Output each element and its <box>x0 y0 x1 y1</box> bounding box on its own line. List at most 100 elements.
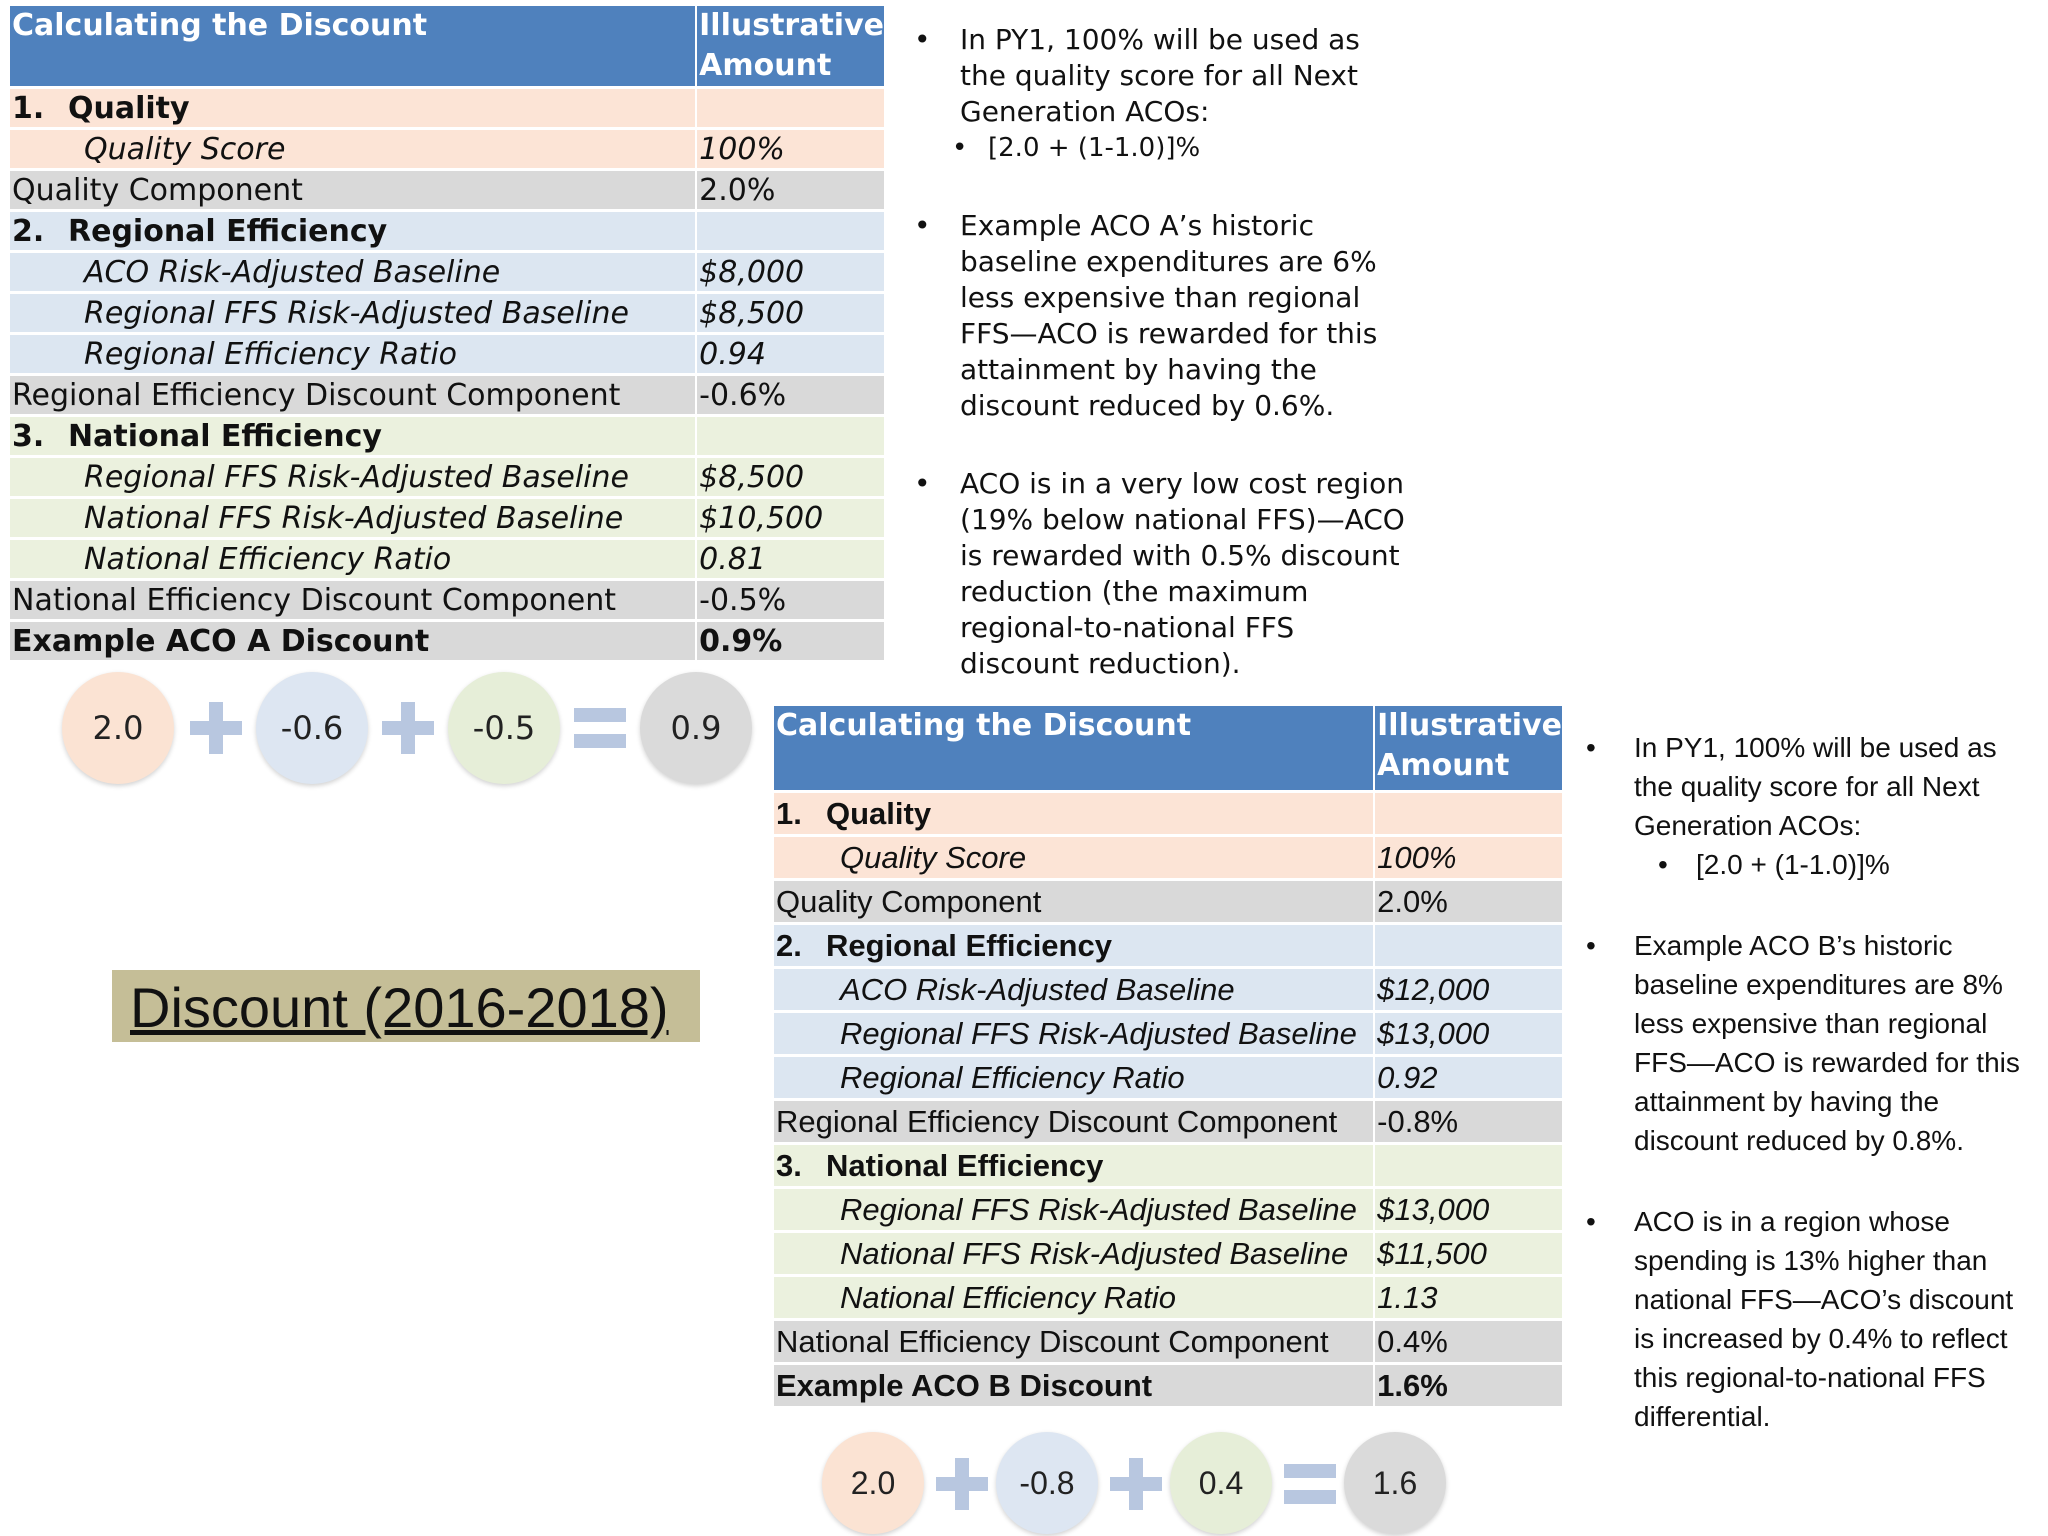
header-amount-line1: Illustrative <box>1377 708 1562 743</box>
row-label: Quality Score <box>10 128 697 171</box>
table-row: Regional FFS Risk-Adjusted Baseline $13,0… <box>774 1187 1562 1233</box>
row-label: National Efficiency Discount Component <box>10 579 697 622</box>
table-header-label: Calculating the Discount <box>10 6 697 89</box>
table-row: Regional Efficiency Ratio 0.92 <box>774 1055 1562 1101</box>
row-value <box>1373 1143 1562 1189</box>
discount-table-aco-a: Calculating the Discount Illustrative Amo… <box>10 6 884 663</box>
note-text: ACO is in a region whose spending is 13%… <box>1634 1206 2014 1432</box>
note-item: Example ACO A’s historic baseline expend… <box>912 208 1412 424</box>
section-label: Regional Efficiency <box>826 927 1112 963</box>
row-value: 100% <box>695 128 884 171</box>
table-row: Regional FFS Risk-Adjusted Baseline $8,50… <box>10 456 884 499</box>
row-label: Quality Score <box>774 835 1375 881</box>
row-label: Quality Component <box>10 169 697 212</box>
table-row: Quality Component 2.0% <box>774 879 1562 925</box>
table-row: Regional FFS Risk-Adjusted Baseline $13,0… <box>774 1011 1562 1057</box>
plus-icon <box>1110 1458 1162 1510</box>
table-row: National Efficiency Discount Component -0… <box>10 579 884 622</box>
row-label: National Efficiency Ratio <box>10 538 697 581</box>
table-header-amount: Illustrative Amount <box>695 6 884 89</box>
row-value <box>1373 923 1562 969</box>
row-label: National Efficiency Ratio <box>774 1275 1375 1321</box>
row-value <box>695 415 884 458</box>
row-value: $8,000 <box>695 251 884 294</box>
row-value: $8,500 <box>695 456 884 499</box>
header-amount-line1: Illustrative <box>699 8 884 43</box>
table-row: 3. National Efficiency <box>774 1143 1562 1189</box>
table-header-amount: Illustrative Amount <box>1373 706 1562 793</box>
total-discount-circle: 1.6 <box>1344 1432 1446 1534</box>
row-value: 100% <box>1373 835 1562 881</box>
row-label: Regional Efficiency Discount Component <box>10 374 697 417</box>
row-label: Regional FFS Risk-Adjusted Baseline <box>10 456 697 499</box>
row-label: Regional Efficiency Discount Component <box>774 1099 1375 1145</box>
row-value <box>695 87 884 130</box>
table-row: 1. Quality <box>774 791 1562 837</box>
row-label: Regional FFS Risk-Adjusted Baseline <box>774 1187 1375 1233</box>
row-value: 0.92 <box>1373 1055 1562 1101</box>
table-row: Quality Component 2.0% <box>10 169 884 212</box>
section-number: 1. <box>12 90 45 126</box>
row-value <box>695 210 884 253</box>
note-text: ACO is in a very low cost region (19% be… <box>960 467 1405 680</box>
note-text: Example ACO B’s historic baseline expend… <box>1634 930 2020 1156</box>
row-label: ACO Risk-Adjusted Baseline <box>774 967 1375 1013</box>
note-item: ACO is in a region whose spending is 13%… <box>1586 1202 2036 1436</box>
row-value: 2.0% <box>695 169 884 212</box>
table-row: ACO Risk-Adjusted Baseline $12,000 <box>774 967 1562 1013</box>
regional-component-circle: -0.8 <box>996 1432 1098 1534</box>
quality-component-circle: 2.0 <box>822 1432 924 1534</box>
note-text: In PY1, 100% will be used as the quality… <box>1634 732 1997 841</box>
row-value <box>1373 791 1562 837</box>
table-row: 2. Regional Efficiency <box>10 210 884 253</box>
table-row: Regional Efficiency Discount Component -0… <box>774 1099 1562 1145</box>
row-value: -0.5% <box>695 579 884 622</box>
note-text: In PY1, 100% will be used as the quality… <box>960 23 1360 128</box>
notes-aco-a: In PY1, 100% will be used as the quality… <box>912 22 1412 724</box>
section-label: Quality <box>826 795 932 831</box>
row-label: Example ACO B Discount <box>774 1363 1375 1409</box>
row-label: Quality Component <box>774 879 1375 925</box>
row-label: Regional Efficiency Ratio <box>774 1055 1375 1101</box>
equals-icon <box>574 708 626 748</box>
note-item: ACO is in a very low cost region (19% be… <box>912 466 1412 682</box>
discount-table-aco-b: Calculating the Discount Illustrative Amo… <box>774 706 1562 1409</box>
note-item: In PY1, 100% will be used as the quality… <box>912 22 1412 166</box>
row-label: Regional FFS Risk-Adjusted Baseline <box>10 292 697 335</box>
note-subitem: [2.0 + (1-1.0)]% <box>912 130 1412 166</box>
table-row: National FFS Risk-Adjusted Baseline $11,5… <box>774 1231 1562 1277</box>
row-label: Regional Efficiency Ratio <box>10 333 697 376</box>
table-row: National Efficiency Ratio 1.13 <box>774 1275 1562 1321</box>
total-discount-circle: 0.9 <box>640 672 752 784</box>
section-number: 2. <box>12 213 45 249</box>
row-value: 2.0% <box>1373 879 1562 925</box>
national-component-circle: -0.5 <box>448 672 560 784</box>
equals-icon <box>1284 1464 1336 1504</box>
row-value: 0.81 <box>695 538 884 581</box>
table-row: 3. National Efficiency <box>10 415 884 458</box>
row-value: $11,500 <box>1373 1231 1562 1277</box>
plus-icon <box>190 702 242 754</box>
note-subitem: [2.0 + (1-1.0)]% <box>1586 845 2036 884</box>
plus-icon <box>382 702 434 754</box>
title-background <box>112 970 700 1042</box>
note-item: In PY1, 100% will be used as the quality… <box>1586 728 2036 884</box>
row-value: 0.4% <box>1373 1319 1562 1365</box>
note-text: Example ACO A’s historic baseline expend… <box>960 209 1378 422</box>
plus-icon <box>936 1458 988 1510</box>
table-row: National Efficiency Ratio 0.81 <box>10 538 884 581</box>
header-amount-line2: Amount <box>1377 748 1510 783</box>
table-row: Quality Score 100% <box>10 128 884 171</box>
row-value: 1.13 <box>1373 1275 1562 1321</box>
table-row: Regional Efficiency Discount Component -0… <box>10 374 884 417</box>
row-label: Example ACO A Discount <box>10 620 697 663</box>
section-number: 1. <box>776 795 802 831</box>
row-label: National FFS Risk-Adjusted Baseline <box>774 1231 1375 1277</box>
section-label: Quality <box>68 90 190 126</box>
table-row-total: Example ACO B Discount 1.6% <box>774 1363 1562 1409</box>
table-row: ACO Risk-Adjusted Baseline $8,000 <box>10 251 884 294</box>
notes-aco-b: In PY1, 100% will be used as the quality… <box>1586 728 2036 1478</box>
row-label: ACO Risk-Adjusted Baseline <box>10 251 697 294</box>
section-label: Regional Efficiency <box>68 213 388 249</box>
table-row: 2. Regional Efficiency <box>774 923 1562 969</box>
